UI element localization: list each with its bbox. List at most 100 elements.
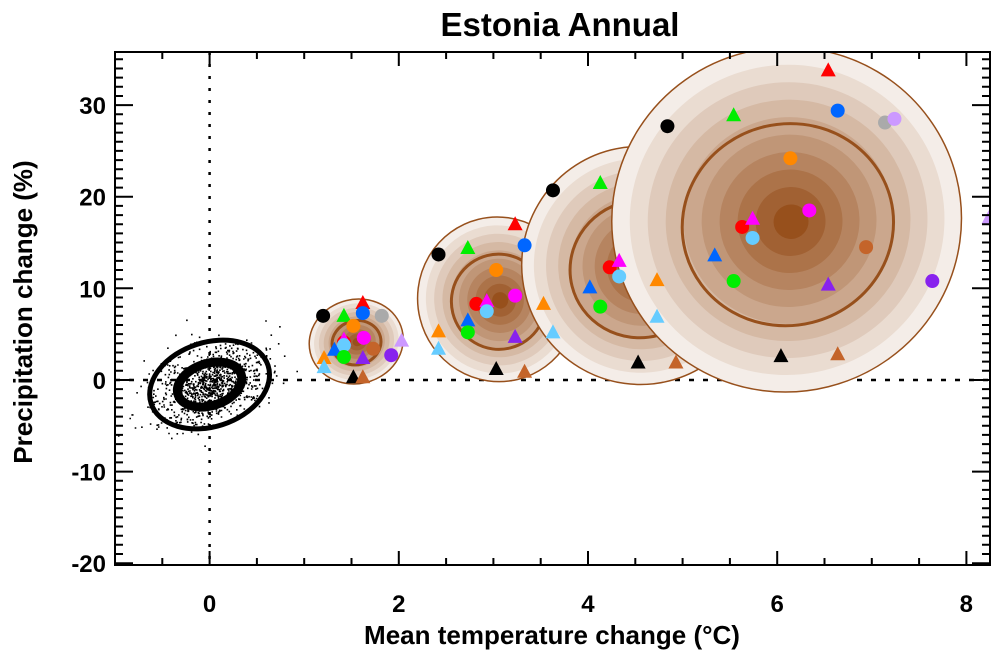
series-magenta-circle — [356, 203, 817, 345]
markers — [316, 62, 990, 384]
data-point-circle — [859, 240, 874, 255]
data-point-triangle — [517, 363, 533, 378]
data-point-circle — [460, 325, 475, 340]
data-point-triangle — [355, 349, 371, 364]
series-brown-circle — [366, 240, 874, 356]
data-point-circle — [593, 299, 608, 314]
data-point-triangle — [507, 216, 523, 231]
y-tick-label: 30 — [79, 93, 106, 120]
density-band — [773, 204, 809, 239]
plot-frame — [114, 51, 991, 566]
baseline-contour — [172, 357, 247, 412]
density-band — [492, 292, 509, 309]
x-tick-labels: 0 2 4 6 8 — [203, 591, 973, 618]
y-tick-label: -20 — [71, 551, 106, 578]
data-point-circle — [489, 263, 504, 278]
data-point-triangle — [545, 324, 561, 339]
data-point-circle — [745, 230, 760, 245]
data-point-circle — [469, 296, 484, 311]
series-orange-circle — [346, 151, 798, 333]
data-point-triangle — [830, 346, 846, 361]
data-point-circle — [431, 247, 446, 262]
x-axis-label: Mean temperature change (°C) — [364, 620, 740, 650]
series-black-circle — [316, 119, 675, 323]
x-tick-label: 8 — [960, 591, 973, 618]
data-point-triangle — [820, 62, 836, 77]
data-point-circle — [802, 203, 817, 218]
series-green-circle — [336, 274, 741, 365]
tick-marks — [114, 52, 990, 565]
data-point-triangle — [460, 312, 476, 327]
y-tick-label: 10 — [79, 276, 106, 303]
data-point-triangle — [336, 307, 352, 322]
data-point-circle — [356, 330, 371, 345]
data-point-triangle — [394, 332, 410, 347]
data-point-circle — [517, 238, 532, 253]
series-lilac-triangle — [394, 209, 990, 347]
data-point-triangle — [431, 340, 447, 355]
data-point-circle — [887, 111, 902, 126]
data-point-triangle — [707, 247, 723, 262]
inner-contour — [680, 122, 896, 328]
data-point-triangle — [592, 174, 608, 189]
series-brown-triangle — [355, 346, 846, 384]
series-blue-circle — [355, 103, 845, 321]
chart-title: Estonia Annual — [441, 6, 680, 43]
series-cyan-triangle — [316, 308, 665, 374]
data-point-triangle — [345, 369, 361, 384]
data-point-triangle — [726, 107, 742, 122]
y-tick-labels: -20 -10 0 10 20 30 — [71, 93, 106, 578]
series-blue-triangle — [326, 247, 723, 356]
data-point-triangle — [668, 354, 684, 369]
data-point-circle — [545, 183, 560, 198]
data-point-circle — [783, 151, 798, 166]
data-point-triangle — [460, 240, 476, 255]
data-point-circle — [602, 260, 617, 275]
axis-ticks — [114, 52, 990, 565]
data-point-triangle — [630, 354, 646, 369]
data-point-circle — [660, 119, 675, 134]
data-point-triangle — [355, 369, 371, 384]
data-point-triangle — [326, 341, 342, 356]
data-point-triangle — [820, 276, 836, 291]
data-point-circle — [366, 341, 381, 356]
data-point-triangle — [582, 279, 598, 294]
y-axis-label: Precipitation change (%) — [8, 160, 38, 463]
data-point-triangle — [981, 209, 990, 224]
data-point-triangle — [355, 295, 371, 310]
data-point-triangle — [431, 323, 447, 338]
data-point-triangle — [507, 328, 523, 343]
series-purple-circle — [384, 274, 940, 363]
data-point-circle — [479, 304, 494, 319]
data-point-triangle — [649, 272, 665, 287]
data-point-triangle — [773, 348, 789, 363]
series-green-triangle — [336, 107, 742, 322]
data-point-circle — [384, 348, 399, 363]
y-tick-label: -10 — [71, 460, 106, 487]
x-tick-label: 0 — [203, 591, 216, 618]
x-tick-label: 2 — [392, 591, 405, 618]
data-point-circle — [374, 308, 389, 323]
data-point-triangle — [316, 349, 332, 364]
data-point-circle — [346, 318, 361, 333]
data-point-circle — [726, 274, 741, 289]
data-point-triangle — [745, 210, 761, 225]
series-purple-triangle — [355, 276, 836, 364]
baseline-contour — [147, 337, 273, 432]
data-point-circle — [830, 103, 845, 118]
y-tick-label: 20 — [79, 185, 106, 212]
series-red-triangle — [355, 62, 836, 310]
data-point-triangle — [536, 295, 552, 310]
data-point-triangle — [479, 293, 495, 308]
distributions — [308, 52, 963, 393]
data-point-circle — [316, 308, 331, 323]
data-point-circle — [336, 350, 351, 365]
series-cyan-circle — [336, 230, 760, 353]
data-point-circle — [336, 338, 351, 353]
data-point-triangle — [611, 252, 627, 267]
series-black-triangle — [345, 348, 789, 384]
x-tick-label: 4 — [581, 591, 595, 618]
cluster-4 — [611, 52, 963, 393]
data-point-triangle — [488, 360, 504, 375]
baseline-cluster — [117, 319, 298, 447]
